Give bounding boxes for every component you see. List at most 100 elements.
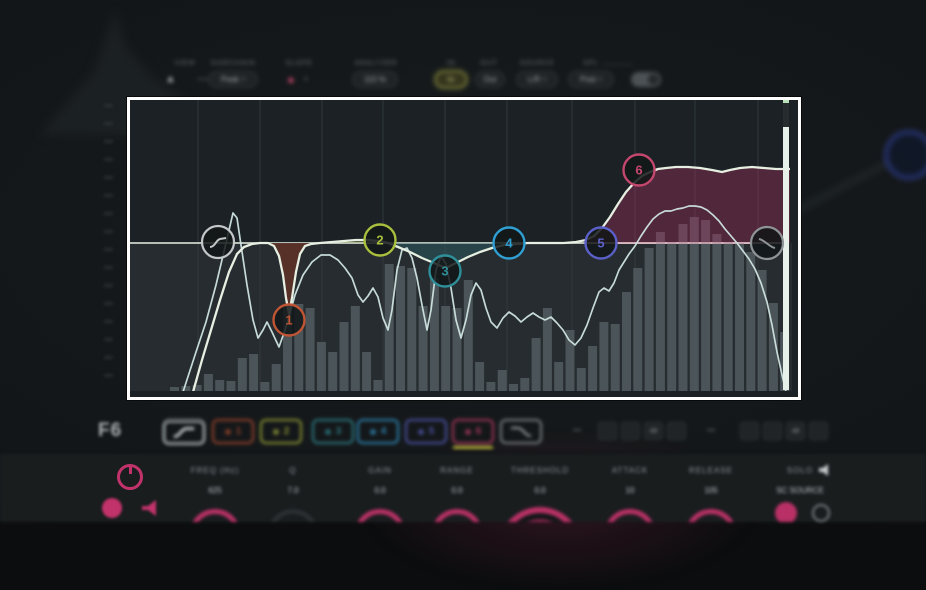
spectrum-bar — [542, 308, 552, 391]
spectrum-bar — [350, 306, 360, 391]
knob-range[interactable] — [431, 509, 483, 522]
band-marker-3[interactable]: 3 — [428, 254, 462, 288]
eq-graph[interactable]: 1 2 3 4 5 6 — [130, 100, 792, 391]
sidechain-select[interactable]: Peak ▾ — [208, 71, 258, 88]
spectrum-bar — [215, 380, 225, 391]
band-marker-1[interactable]: 1 — [272, 303, 306, 337]
spectrum-bar — [396, 266, 405, 391]
band-marker-number: 5 — [597, 236, 604, 251]
in-toggle[interactable]: In — [435, 71, 467, 88]
spectrum-bar — [520, 378, 530, 391]
aux-control[interactable]: 48 — [644, 422, 663, 440]
spectrum-envelope-curve — [182, 205, 787, 391]
knob-label-q: Q — [289, 466, 297, 475]
bypass-icon[interactable] — [102, 498, 122, 518]
chevron-right-icon[interactable]: › — [304, 73, 308, 85]
band-button-2[interactable]: 2 — [260, 419, 302, 444]
knob-label-range: RANGE — [440, 466, 474, 475]
sc-power-ring[interactable] — [812, 504, 830, 522]
band-marker-circle[interactable] — [272, 303, 306, 337]
band-state-dot — [324, 428, 331, 435]
aux-control[interactable] — [667, 422, 686, 440]
spectrum-bar — [316, 342, 326, 391]
out-toggle[interactable]: Out — [475, 71, 505, 88]
filter-curve-icon — [173, 428, 194, 438]
graph-bg-upper — [130, 100, 792, 243]
aux-control[interactable] — [740, 422, 759, 440]
db-tick — [104, 104, 113, 107]
knob-value-gain: 0.0 — [374, 486, 386, 495]
band-marker-circle[interactable] — [363, 223, 397, 257]
sc-source-knob[interactable] — [775, 502, 797, 522]
output-meter-gap — [783, 103, 789, 127]
top-toolbar: VIEW SIDECHAIN SLOPE ANALYZER IN OUT SOURCE SPL… — [125, 58, 800, 94]
toolbar-label: VIEW — [174, 60, 196, 67]
knob-threshold[interactable] — [498, 507, 582, 522]
band-marker-circle[interactable] — [584, 226, 618, 260]
spectrum-bar — [599, 322, 609, 391]
spectrum-bar — [723, 242, 733, 391]
spectrum-bar — [237, 358, 247, 391]
spectrum-bar — [610, 324, 620, 391]
analyzer-select[interactable]: 110 % — [352, 71, 398, 88]
lowpass-icon — [511, 426, 532, 437]
knob-attack[interactable] — [604, 509, 656, 522]
aux-dash — [707, 429, 715, 431]
lowpass-band-button[interactable] — [500, 419, 542, 444]
filter-curve-button[interactable] — [163, 421, 205, 445]
band-marker-circle[interactable] — [428, 254, 462, 288]
band-button-4[interactable]: 4 — [357, 419, 399, 444]
spl-select[interactable]: Post ▾ — [568, 71, 614, 88]
band-marker-circle[interactable] — [622, 153, 656, 187]
band-button-5[interactable]: 5 — [405, 419, 447, 444]
spectrum-bar — [260, 382, 270, 391]
band-button-6[interactable]: 6 — [452, 419, 494, 444]
slope-dot-icon[interactable]: ● — [287, 72, 295, 87]
spectrum-bar — [328, 352, 338, 391]
band-button-1[interactable]: 1 — [212, 419, 254, 444]
eq-graph-spotlight[interactable]: 1 2 3 4 5 6 — [127, 97, 801, 400]
band-marker-5[interactable]: 5 — [584, 226, 618, 260]
band-state-dot — [224, 428, 231, 435]
knob-value-q: 7.0 — [287, 486, 299, 495]
aux-control[interactable] — [621, 422, 640, 440]
aux-control[interactable] — [809, 422, 828, 440]
speaker-icon[interactable] — [140, 498, 162, 518]
knob-value-range: 0.0 — [451, 486, 463, 495]
highpass-filter-circle[interactable] — [200, 224, 236, 260]
knob-release[interactable] — [685, 509, 737, 522]
lowpass-filter-node[interactable] — [749, 225, 785, 261]
db-tick — [104, 176, 113, 179]
power-button[interactable] — [117, 464, 143, 490]
spectrum-bar — [509, 384, 518, 391]
spectrum-bar — [497, 370, 507, 391]
spectrum-bar — [475, 362, 485, 391]
knob-subvalue-gain: · — [378, 501, 382, 508]
spectrum-bar — [283, 306, 292, 391]
band-marker-6[interactable]: 6 — [622, 153, 656, 187]
highpass-filter-node[interactable] — [200, 224, 236, 260]
band-button-3[interactable]: 3 — [312, 419, 354, 444]
aux-control[interactable]: 48 — [786, 422, 805, 440]
band-marker-4[interactable]: 4 — [492, 226, 526, 260]
db-tick — [104, 230, 113, 233]
band-number: 1 — [235, 426, 242, 437]
band-state-dot — [369, 428, 376, 435]
spectrum-bar — [452, 308, 462, 391]
band-button-row: 1 2 3 4 5 6 48 48 — [155, 415, 855, 453]
source-select[interactable]: L/R ▾ — [516, 71, 558, 88]
dash-icon[interactable]: — — [197, 73, 208, 85]
aux-control[interactable] — [598, 422, 617, 440]
triangle-icon[interactable]: ▲ — [165, 73, 176, 85]
knob-freq-hz-[interactable] — [189, 509, 241, 522]
spectrum-bar — [531, 338, 541, 391]
master-toggle[interactable] — [631, 72, 661, 87]
knob-q[interactable] — [267, 509, 319, 522]
solo-speaker-icon[interactable] — [818, 463, 834, 477]
active-band-underline — [453, 446, 493, 449]
aux-control[interactable] — [763, 422, 782, 440]
spectrum-bar — [576, 368, 586, 391]
knob-gain[interactable] — [354, 509, 406, 522]
band-marker-2[interactable]: 2 — [363, 223, 397, 257]
band-marker-circle[interactable] — [492, 226, 526, 260]
